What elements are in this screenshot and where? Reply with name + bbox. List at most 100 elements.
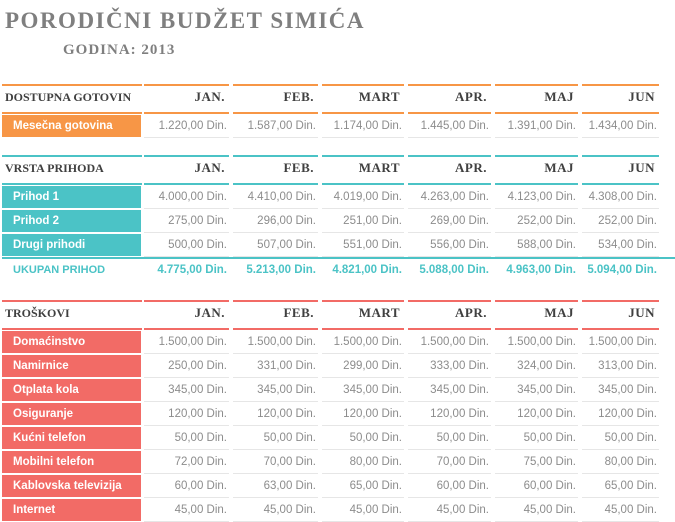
value-cell[interactable]: 1.220,00 Din.	[144, 114, 231, 138]
value-cell[interactable]: 60,00 Din.	[144, 474, 231, 498]
value-cell[interactable]: 331,00 Din.	[233, 354, 320, 378]
value-cell[interactable]: 251,00 Din.	[322, 209, 406, 233]
cell-divider	[322, 425, 404, 426]
value-cell[interactable]: 500,00 Din.	[144, 233, 231, 257]
value-cell[interactable]: 80,00 Din.	[322, 450, 406, 474]
row-label[interactable]: Mobilni telefon	[2, 451, 141, 473]
header-rule-top	[322, 84, 404, 86]
value-cell[interactable]: 296,00 Din.	[233, 209, 320, 233]
value-cell[interactable]: 4.410,00 Din.	[233, 185, 320, 209]
cell-divider	[408, 377, 491, 378]
total-value-cell: 4.821,00 Din.	[332, 264, 402, 276]
value-cell[interactable]: 50,00 Din.	[408, 426, 493, 450]
value-cell[interactable]: 70,00 Din.	[233, 450, 320, 474]
value-cell[interactable]: 45,00 Din.	[582, 498, 661, 522]
value-cell[interactable]: 4.000,00 Din.	[144, 185, 231, 209]
value-cell[interactable]: 345,00 Din.	[144, 378, 231, 402]
value-cell[interactable]: 120,00 Din.	[408, 402, 493, 426]
value-cell[interactable]: 333,00 Din.	[408, 354, 493, 378]
value-cell[interactable]: 63,00 Din.	[233, 474, 320, 498]
value-cell[interactable]: 70,00 Din.	[408, 450, 493, 474]
value-cell[interactable]: 120,00 Din.	[495, 402, 580, 426]
value-cell[interactable]: 50,00 Din.	[495, 426, 580, 450]
header-rule-top	[495, 84, 578, 86]
value-cell[interactable]: 534,00 Din.	[582, 233, 661, 257]
value-cell[interactable]: 1.445,00 Din.	[408, 114, 493, 138]
value-cell[interactable]: 72,00 Din.	[144, 450, 231, 474]
header-rule-bottom	[582, 183, 659, 185]
total-value-cell: 4.775,00 Din.	[157, 264, 227, 276]
value-cell[interactable]: 50,00 Din.	[233, 426, 320, 450]
value-cell[interactable]: 1.500,00 Din.	[233, 330, 320, 354]
section-header-row: TROŠKOVI JAN. FEB. MART APR. MAJ JUN	[2, 300, 675, 330]
value-cell[interactable]: 1.587,00 Din.	[233, 114, 320, 138]
row-label[interactable]: Otplata kola	[2, 379, 141, 401]
value-cell[interactable]: 1.500,00 Din.	[582, 330, 661, 354]
header-rule-top	[233, 84, 318, 86]
value-cell[interactable]: 120,00 Din.	[322, 402, 406, 426]
value-cell[interactable]: 45,00 Din.	[144, 498, 231, 522]
value-cell[interactable]: 65,00 Din.	[322, 474, 406, 498]
value-cell[interactable]: 299,00 Din.	[322, 354, 406, 378]
value-cell[interactable]: 4.308,00 Din.	[582, 185, 661, 209]
value-cell[interactable]: 269,00 Din.	[408, 209, 493, 233]
value-cell[interactable]: 250,00 Din.	[144, 354, 231, 378]
value-cell[interactable]: 313,00 Din.	[582, 354, 661, 378]
row-label[interactable]: Internet	[2, 499, 141, 521]
value-cell[interactable]: 252,00 Din.	[495, 209, 580, 233]
cell-divider	[144, 208, 229, 209]
value-cell[interactable]: 120,00 Din.	[233, 402, 320, 426]
value-cell[interactable]: 345,00 Din.	[495, 378, 580, 402]
value-cell[interactable]: 45,00 Din.	[408, 498, 493, 522]
value-cell[interactable]: 324,00 Din.	[495, 354, 580, 378]
value-cell[interactable]: 4.123,00 Din.	[495, 185, 580, 209]
value-cell[interactable]: 588,00 Din.	[495, 233, 580, 257]
table-row: Kućni telefon 50,00 Din. 50,00 Din. 50,00 D…	[2, 426, 675, 450]
value-cell[interactable]: 345,00 Din.	[582, 378, 661, 402]
value-cell[interactable]: 60,00 Din.	[495, 474, 580, 498]
value-cell[interactable]: 507,00 Din.	[233, 233, 320, 257]
value-cell[interactable]: 252,00 Din.	[582, 209, 661, 233]
value-cell[interactable]: 1.174,00 Din.	[322, 114, 406, 138]
cell-divider	[582, 401, 659, 402]
row-label[interactable]: Domaćinstvo	[2, 331, 141, 353]
value-cell[interactable]: 4.263,00 Din.	[408, 185, 493, 209]
value-cell[interactable]: 50,00 Din.	[322, 426, 406, 450]
row-label[interactable]: Prihod 2	[2, 210, 141, 232]
row-label[interactable]: Namirnice	[2, 355, 141, 377]
row-label[interactable]: Osiguranje	[2, 403, 141, 425]
value-cell[interactable]: 50,00 Din.	[582, 426, 661, 450]
value-cell[interactable]: 1.500,00 Din.	[322, 330, 406, 354]
value-cell[interactable]: 345,00 Din.	[408, 378, 493, 402]
row-label[interactable]: Kablovska televizija	[2, 475, 141, 497]
row-label[interactable]: Prihod 1	[2, 186, 141, 208]
cell-divider	[582, 232, 659, 233]
value-cell[interactable]: 1.391,00 Din.	[495, 114, 580, 138]
value-cell[interactable]: 1.500,00 Din.	[144, 330, 231, 354]
value-cell[interactable]: 50,00 Din.	[144, 426, 231, 450]
value-cell[interactable]: 45,00 Din.	[495, 498, 580, 522]
value-cell[interactable]: 345,00 Din.	[322, 378, 406, 402]
value-cell[interactable]: 551,00 Din.	[322, 233, 406, 257]
value-cell[interactable]: 45,00 Din.	[233, 498, 320, 522]
value-cell[interactable]: 75,00 Din.	[495, 450, 580, 474]
cell-divider	[144, 353, 229, 354]
row-label[interactable]: Drugi prihodi	[2, 234, 141, 256]
value-cell[interactable]: 120,00 Din.	[144, 402, 231, 426]
section-header-row: VRSTA PRIHODA JAN. FEB. MART APR. MAJ JUN	[2, 155, 675, 185]
value-cell[interactable]: 556,00 Din.	[408, 233, 493, 257]
value-cell[interactable]: 45,00 Din.	[322, 498, 406, 522]
value-cell[interactable]: 1.500,00 Din.	[408, 330, 493, 354]
row-label[interactable]: Mesečna gotovina	[2, 115, 141, 137]
value-cell[interactable]: 1.434,00 Din.	[582, 114, 661, 138]
value-cell[interactable]: 80,00 Din.	[582, 450, 661, 474]
value-cell[interactable]: 1.500,00 Din.	[495, 330, 580, 354]
value-cell[interactable]: 275,00 Din.	[144, 209, 231, 233]
row-label[interactable]: Kućni telefon	[2, 427, 141, 449]
month-header: MAJ	[544, 89, 574, 104]
value-cell[interactable]: 65,00 Din.	[582, 474, 661, 498]
value-cell[interactable]: 345,00 Din.	[233, 378, 320, 402]
value-cell[interactable]: 120,00 Din.	[582, 402, 661, 426]
value-cell[interactable]: 4.019,00 Din.	[322, 185, 406, 209]
value-cell[interactable]: 60,00 Din.	[408, 474, 493, 498]
